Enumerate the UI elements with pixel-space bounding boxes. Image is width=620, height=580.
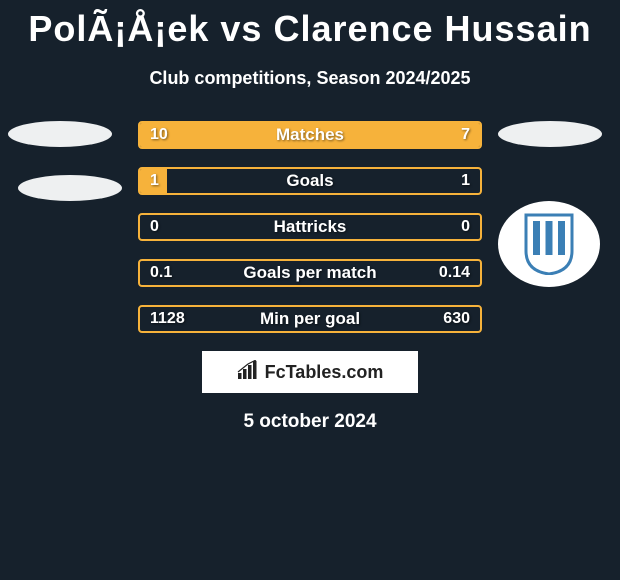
club-emblem-icon	[498, 201, 600, 287]
badge-oval-icon	[8, 121, 112, 147]
badge-oval-icon	[18, 175, 122, 201]
stat-row: 10 Matches 7	[138, 121, 482, 149]
stat-label: Hattricks	[274, 217, 347, 237]
stat-value-right: 0.14	[439, 264, 470, 282]
stat-bars: 10Matches71Goals10Hattricks00.1Goals per…	[138, 121, 482, 333]
stat-row: 0 Hattricks 0	[138, 213, 482, 241]
left-player-badge	[8, 121, 122, 201]
stat-value-right: 1	[461, 172, 470, 190]
subtitle: Club competitions, Season 2024/2025	[0, 68, 620, 89]
stat-row: 1128 Min per goal 630	[138, 305, 482, 333]
stat-label: Min per goal	[260, 309, 360, 329]
stat-row: 1 Goals 1	[138, 167, 482, 195]
right-player-badge	[498, 121, 602, 287]
stat-value-right: 7	[461, 126, 470, 144]
attribution-text: FcTables.com	[265, 362, 384, 383]
stat-value-left: 1	[150, 172, 159, 190]
stat-value-right: 630	[443, 310, 470, 328]
stat-label: Goals per match	[243, 263, 376, 283]
stat-value-left: 0.1	[150, 264, 172, 282]
stat-value-left: 0	[150, 218, 159, 236]
chart-icon	[237, 360, 259, 385]
page-title: PolÃ¡Å¡ek vs Clarence Hussain	[0, 0, 620, 50]
date-label: 5 october 2024	[0, 411, 620, 433]
stat-label: Matches	[276, 125, 344, 145]
badge-oval-icon	[498, 121, 602, 147]
comparison-chart: 10Matches71Goals10Hattricks00.1Goals per…	[0, 121, 620, 333]
stat-row: 0.1 Goals per match 0.14	[138, 259, 482, 287]
stat-value-right: 0	[461, 218, 470, 236]
stat-value-left: 10	[150, 126, 168, 144]
stat-value-left: 1128	[150, 310, 185, 328]
stat-label: Goals	[286, 171, 333, 191]
attribution-badge: FcTables.com	[202, 351, 418, 393]
